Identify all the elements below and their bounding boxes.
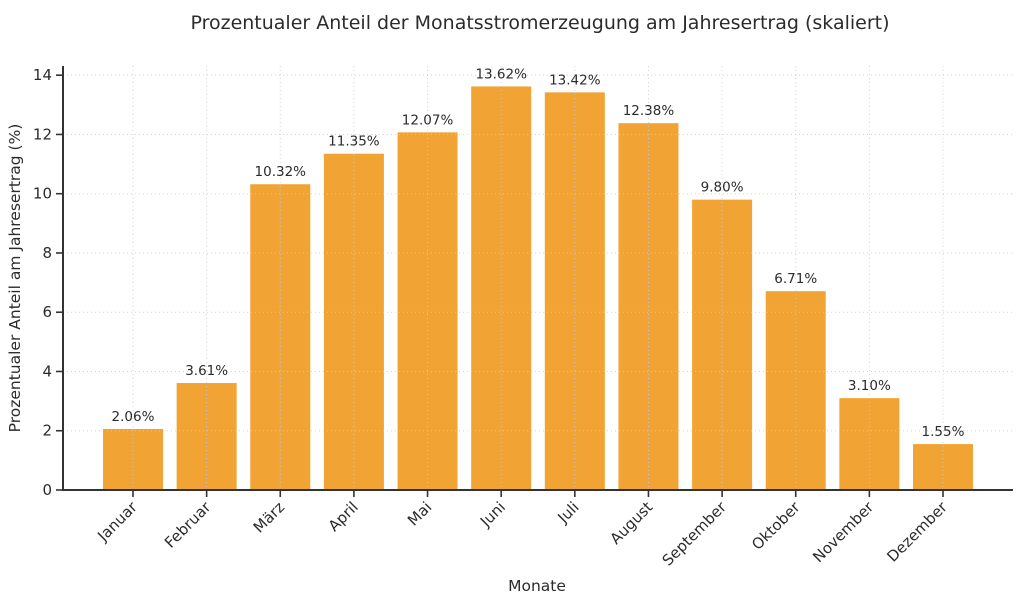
x-tick-label: Juni: [476, 498, 509, 531]
x-tick-label: Mai: [404, 498, 435, 529]
bar-value-label: 13.62%: [475, 66, 527, 82]
bar: [103, 428, 163, 490]
y-tick-label: 8: [42, 244, 52, 262]
x-tick-label: April: [325, 498, 362, 535]
x-tick-label: August: [606, 498, 656, 548]
bar-value-label: 3.61%: [185, 363, 228, 379]
plot-area: 0 2 4 6 8 10 12 14 Januar Februar März April Mai Juni…: [33, 66, 1013, 569]
y-tick-label: 4: [42, 362, 52, 380]
x-axis-label: Monate: [508, 577, 566, 595]
x-tick-label: Januar: [93, 498, 141, 546]
x-tick-label: Februar: [161, 498, 215, 552]
x-tick-label: September: [659, 498, 731, 570]
x-tick-label: November: [809, 498, 877, 566]
bar: [692, 199, 753, 490]
y-tick-label: 14: [33, 66, 52, 84]
bar-value-label: 12.07%: [402, 112, 454, 128]
bar: [176, 383, 237, 490]
x-tick-label: März: [250, 498, 288, 536]
bar-value-label: 9.80%: [701, 180, 744, 196]
bar: [839, 398, 900, 490]
y-tick-label: 0: [42, 481, 52, 499]
bar-value-label: 3.10%: [848, 378, 891, 394]
chart-title: Prozentualer Anteil der Monatsstromerzeu…: [190, 12, 889, 34]
bar-value-label: 6.71%: [774, 271, 817, 287]
y-tick-label: 10: [33, 185, 52, 203]
x-tick-label: Juli: [553, 498, 582, 527]
bar-value-label: 13.42%: [549, 72, 601, 88]
bar-value-label: 11.35%: [328, 134, 380, 150]
y-tick-label: 12: [33, 125, 52, 143]
bar: [250, 184, 311, 490]
bar-value-label: 1.55%: [922, 424, 965, 440]
y-tick-label: 6: [42, 303, 52, 321]
x-tick-label: Oktober: [748, 498, 804, 554]
bar-value-label: 12.38%: [623, 103, 675, 119]
y-axis-label: Prozentualer Anteil am Jahresertrag (%): [6, 124, 24, 433]
x-tick-label: Dezember: [883, 498, 951, 566]
bar: [323, 153, 384, 490]
bar-value-label: 10.32%: [255, 164, 307, 180]
bar-value-label: 2.06%: [112, 409, 155, 425]
y-tick-label: 2: [42, 422, 52, 440]
